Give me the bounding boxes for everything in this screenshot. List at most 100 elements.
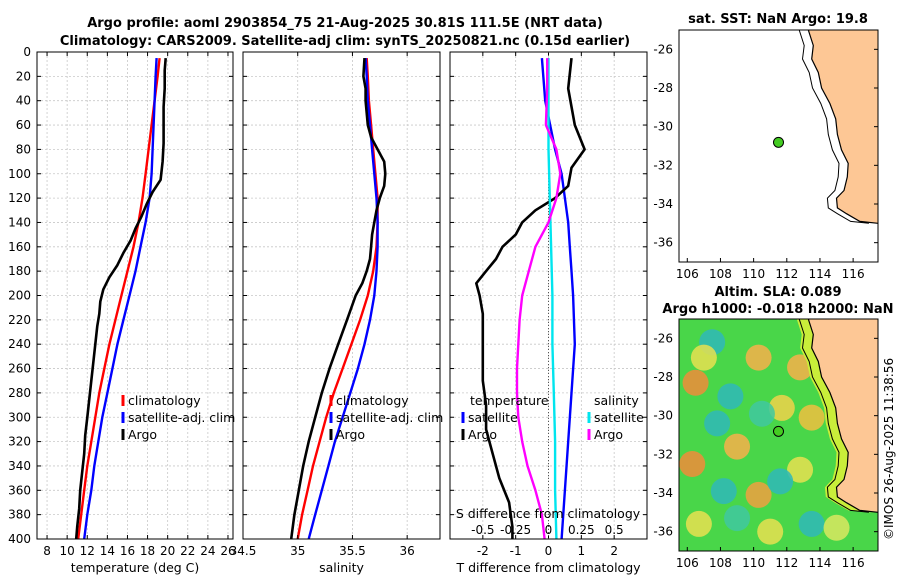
legend-heading-salinity: salinity — [594, 393, 639, 408]
y-tick-label: 80 — [16, 142, 31, 156]
map-y-tick-label: -32 — [653, 158, 673, 172]
shelf-contour — [798, 30, 869, 224]
y-tick-label: 160 — [8, 240, 31, 254]
map-y-tick-label: -26 — [653, 42, 673, 56]
y-tick-label: 120 — [8, 191, 31, 205]
map-x-tick-label: 110 — [742, 556, 765, 570]
legend-label: satellite-adj. clim — [128, 410, 235, 425]
x-axis-label: salinity — [319, 560, 364, 575]
map-content — [679, 319, 878, 551]
y-tick-label: 140 — [8, 215, 31, 229]
sla-anomaly-blob — [685, 510, 712, 537]
sla-anomaly-blob — [717, 383, 744, 410]
x-tick-label: 36 — [400, 544, 415, 558]
series-line-climatology — [77, 57, 161, 540]
y-tick-label: 100 — [8, 167, 31, 181]
x-tick-label: 35 — [290, 544, 305, 558]
y-tick-label: 60 — [16, 118, 31, 132]
salinity-panel: 34.5 35 35.5 36 salinity climatology satellite… — [230, 51, 443, 575]
map-x-tick-label: 114 — [809, 267, 832, 281]
map-x-tick-label: 108 — [709, 556, 732, 570]
sla-map-title-2: Argo h1000: -0.018 h2000: NaN — [662, 302, 893, 317]
legend-label: Argo — [468, 427, 497, 442]
sla-anomaly-blob — [710, 478, 737, 505]
legend-label: Argo — [128, 427, 157, 442]
title-line-1: Argo profile: aoml 2903854_75 21-Aug-202… — [87, 16, 603, 31]
sla-anomaly-blob — [690, 344, 717, 371]
series-line-s-argo — [515, 58, 562, 540]
x-tick-label: 20 — [160, 544, 175, 558]
y-tick-label: 400 — [8, 532, 31, 546]
map-y-tick-label: -36 — [653, 525, 673, 539]
map-x-tick-label: 112 — [775, 267, 798, 281]
y-tick-label: 40 — [16, 94, 31, 108]
series-line-s-satellite — [547, 58, 558, 540]
s-tick-label: -0.25 — [500, 523, 531, 537]
sla-anomaly-blob — [724, 505, 751, 532]
legend-label: climatology — [128, 393, 201, 408]
map-y-tick-label: -32 — [653, 447, 673, 461]
x-tick-label: 14 — [100, 544, 115, 558]
y-tick-label: 340 — [8, 459, 31, 473]
land — [807, 30, 878, 224]
legend-heading-temperature: temperature — [470, 393, 549, 408]
x-tick-label: 10 — [60, 544, 75, 558]
x-tick-label: 24 — [200, 544, 215, 558]
sla-anomaly-blob — [724, 433, 751, 460]
land — [807, 319, 878, 513]
map-y-tick-label: -34 — [653, 197, 673, 211]
sla-anomaly-blob — [757, 518, 784, 545]
sla-anomaly-blob — [748, 400, 775, 427]
y-tick-label: 0 — [23, 45, 31, 59]
sla-anomaly-blob — [704, 410, 731, 437]
map-frame — [678, 29, 879, 263]
x-tick-label: -1 — [510, 544, 522, 558]
x-axis-label: temperature (deg C) — [71, 560, 200, 575]
legend-label: climatology — [336, 393, 409, 408]
argo-position-marker — [773, 136, 784, 148]
x-tick-label: -2 — [477, 544, 489, 558]
map-y-tick-label: -30 — [653, 120, 673, 134]
map-y-tick-label: -36 — [653, 236, 673, 250]
sla-anomaly-blob — [787, 456, 814, 483]
series-line-t-argo — [474, 57, 586, 539]
sla-map-title-1: Altim. SLA: 0.089 — [715, 285, 842, 300]
series-line-climatology — [296, 58, 379, 540]
series-line-argo — [74, 57, 167, 540]
x-tick-label: 18 — [140, 544, 155, 558]
s-tick-label: 0 — [545, 523, 553, 537]
map-x-tick-label: 108 — [709, 267, 732, 281]
sla-anomaly-blob — [768, 394, 795, 421]
x-tick-label: 22 — [180, 544, 195, 558]
map-x-tick-label: 116 — [842, 267, 865, 281]
y-tick-label: 280 — [8, 386, 31, 400]
x-axis-label: T difference from climatology — [455, 560, 641, 575]
series-line-t-satellite — [540, 58, 576, 540]
x-tick-label: 35.5 — [339, 544, 366, 558]
map-frame — [678, 318, 879, 552]
y-tick-label: 380 — [8, 508, 31, 522]
series-line-satellite-adj-clim — [83, 58, 158, 540]
map-x-tick-label: 106 — [676, 267, 699, 281]
map-y-tick-label: -30 — [653, 409, 673, 423]
sla-anomaly-blob — [679, 451, 706, 477]
sla-anomaly-blob — [745, 344, 772, 371]
s-tick-label: 0.5 — [605, 523, 624, 537]
map-x-tick-label: 114 — [809, 556, 832, 570]
sla-anomaly-blob — [798, 404, 825, 431]
map-y-tick-label: -26 — [653, 331, 673, 345]
legend-label: satellite-adj. clim — [336, 410, 443, 425]
map-y-tick-label: -28 — [653, 370, 673, 384]
temperature-panel: 8 10 12 14 16 18 20 22 24 26 temperature (deg C) 0 2… — [8, 45, 236, 575]
x-tick-label: 0 — [545, 544, 553, 558]
axes-frame — [449, 51, 648, 540]
map-content — [798, 30, 878, 224]
sla-map-panel: Altim. SLA: 0.089 Argo h1000: -0.018 h200… — [653, 285, 893, 570]
map-x-tick-label: 112 — [775, 556, 798, 570]
map-y-tick-label: -28 — [653, 81, 673, 95]
legend-label: Argo — [594, 427, 623, 442]
x-tick-label: 26 — [220, 544, 235, 558]
s-tick-label: 0.25 — [568, 523, 595, 537]
x-tick-label: 1 — [578, 544, 586, 558]
